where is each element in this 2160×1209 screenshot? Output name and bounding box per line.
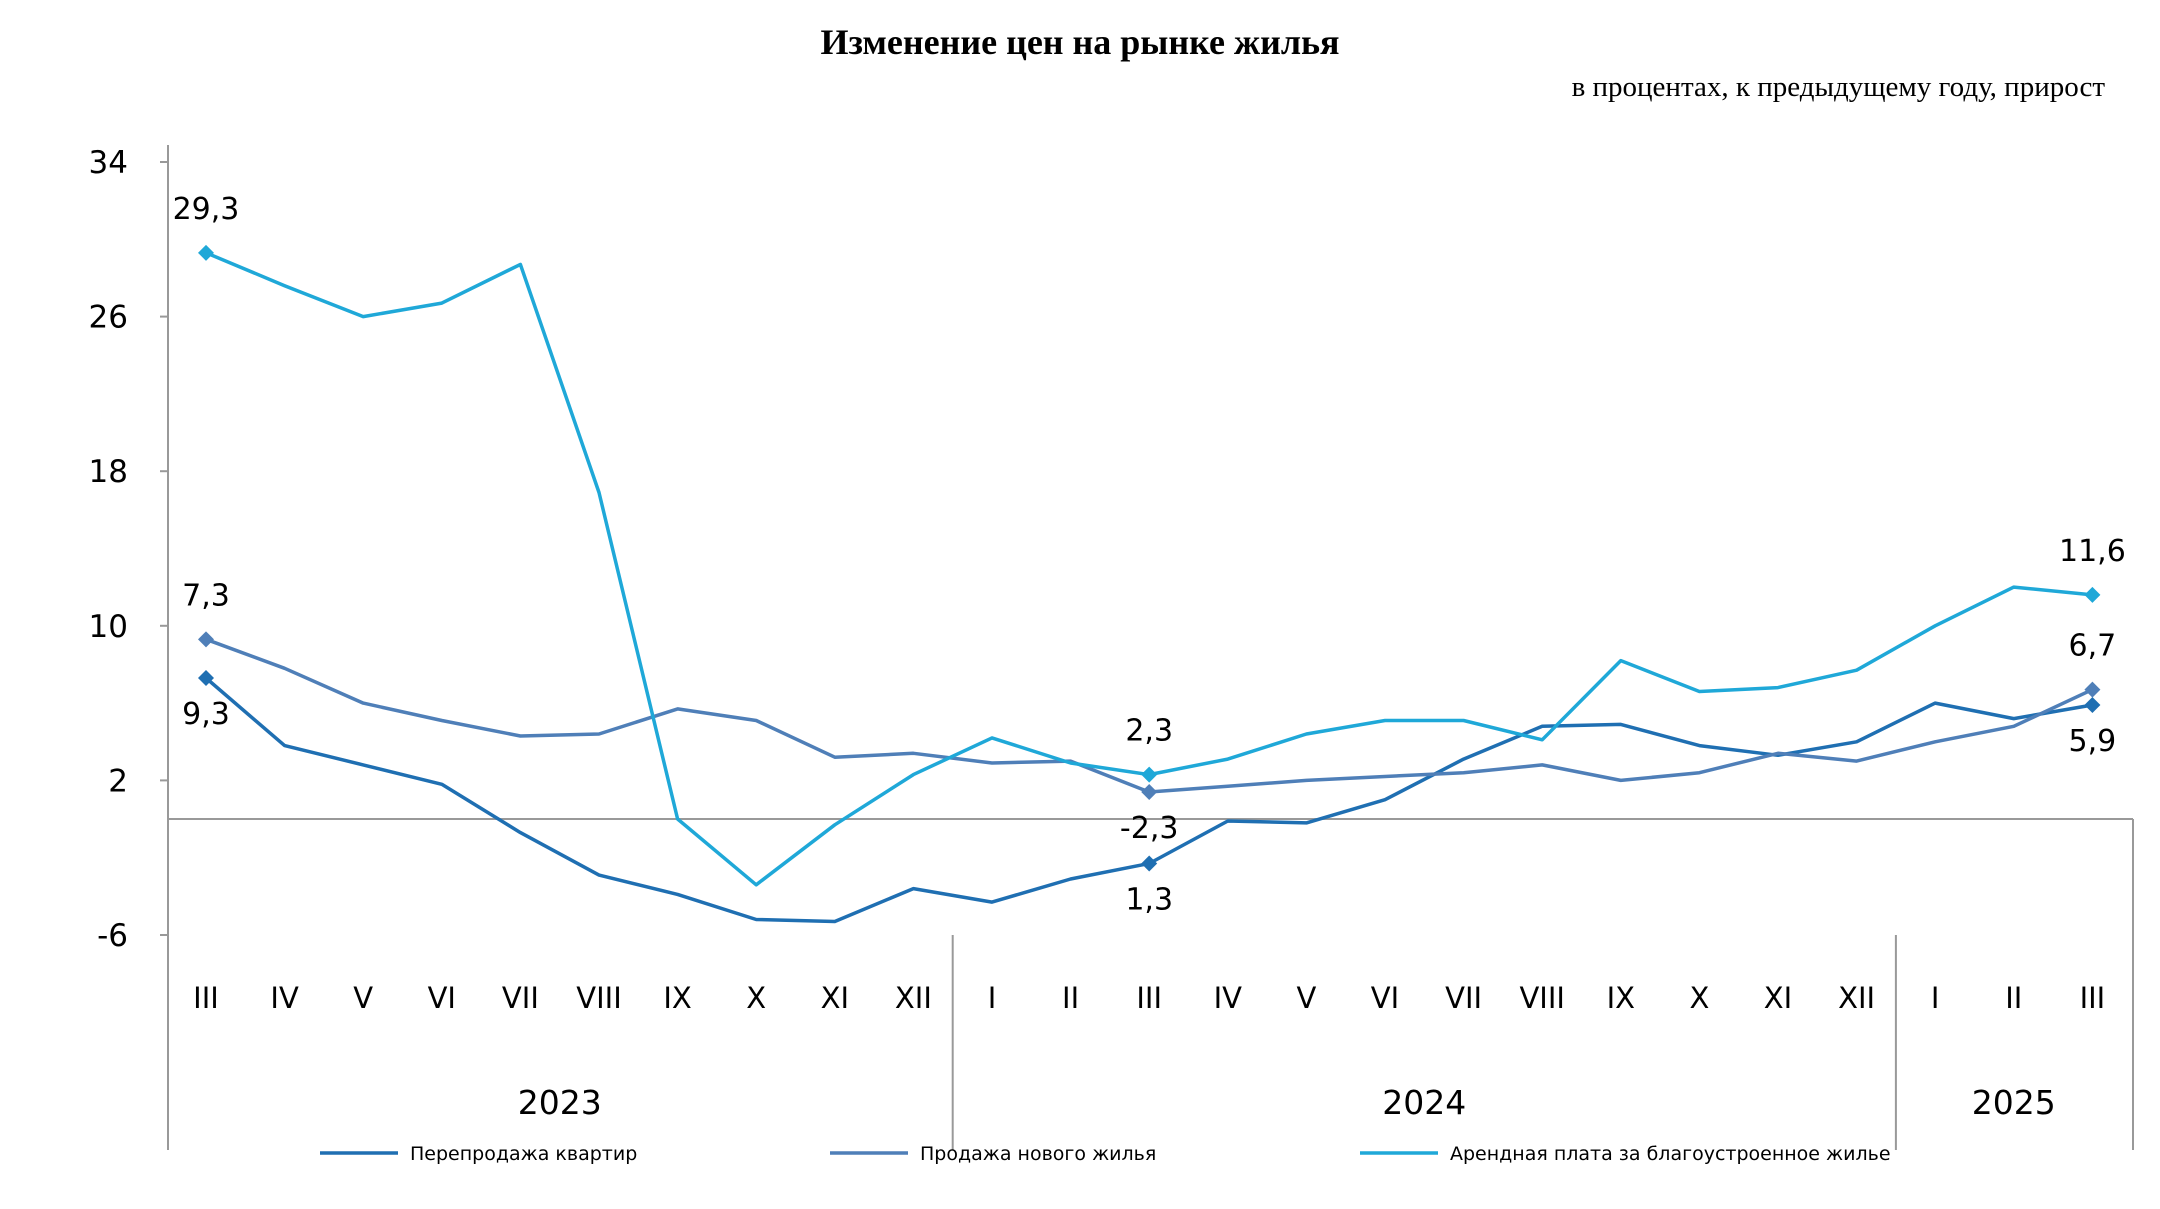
data-label: 29,3 xyxy=(173,192,240,227)
legend: Перепродажа квартир Продажа нового жилья А… xyxy=(320,1143,1891,1165)
x-tick-label: IX xyxy=(1607,981,1635,1015)
x-tick-label: I xyxy=(988,981,997,1015)
series-marker xyxy=(2084,681,2101,698)
series-marker xyxy=(198,244,214,261)
y-tick-label: 26 xyxy=(89,300,128,336)
x-tick-label: XII xyxy=(895,981,932,1015)
data-label: 5,9 xyxy=(2069,724,2117,759)
x-tick-label: III xyxy=(1136,981,1162,1015)
x-tick-label: VII xyxy=(502,981,539,1015)
series-marker xyxy=(198,631,214,648)
x-tick-label: V xyxy=(353,981,373,1015)
legend-label: Перепродажа квартир xyxy=(410,1143,637,1165)
legend-label: Арендная плата за благоустроенное жилье xyxy=(1450,1143,1891,1165)
year-label: 2024 xyxy=(1382,1083,1466,1122)
y-tick-label: -6 xyxy=(97,918,128,954)
data-labels: 9,3 1,3 5,9 7,3 -2,3 6,7 29,3 2,3 11,6 xyxy=(173,192,2126,918)
x-tick-label: IV xyxy=(270,981,299,1015)
x-tick-label: I xyxy=(1931,981,1940,1015)
x-tick-label: III xyxy=(193,981,219,1015)
data-label: 1,3 xyxy=(1125,882,1173,917)
x-tick-label: IV xyxy=(1214,981,1243,1015)
series-marker xyxy=(1141,855,1158,872)
x-tick-label: II xyxy=(2005,981,2022,1015)
data-label: 9,3 xyxy=(182,697,230,732)
x-tick-label: VIII xyxy=(1519,981,1565,1015)
chart-title: Изменение цен на рынке жилья xyxy=(820,22,1339,62)
x-tick-label: III xyxy=(2080,981,2106,1015)
series-marker xyxy=(198,669,214,686)
x-tick-label: V xyxy=(1296,981,1316,1015)
x-tick-label: X xyxy=(746,981,766,1015)
data-label: 7,3 xyxy=(182,578,230,613)
data-label: 6,7 xyxy=(2069,629,2117,664)
data-label: -2,3 xyxy=(1120,811,1179,846)
x-tick-label: XI xyxy=(1764,981,1792,1015)
year-label: 2025 xyxy=(1972,1083,2056,1122)
x-tick-label: VI xyxy=(1371,981,1399,1015)
series-marker xyxy=(1141,783,1158,800)
series-marker xyxy=(2084,697,2101,714)
series-layer xyxy=(198,244,2101,924)
y-tick-label: 34 xyxy=(89,145,128,181)
legend-label: Продажа нового жилья xyxy=(920,1143,1156,1165)
x-tick-label: X xyxy=(1689,981,1709,1015)
series-marker xyxy=(1141,766,1158,783)
x-tick-label: VII xyxy=(1445,981,1482,1015)
series-marker xyxy=(2084,586,2101,603)
x-tick-label: VIII xyxy=(576,981,622,1015)
y-tick-label: 18 xyxy=(89,454,128,490)
x-tick-label: XII xyxy=(1838,981,1875,1015)
year-label: 2023 xyxy=(518,1083,602,1122)
data-label: 2,3 xyxy=(1125,714,1173,749)
y-tick-label: 2 xyxy=(108,763,128,799)
x-tick-label: IX xyxy=(663,981,691,1015)
chart-subtitle: в процентах, к предыдущему году, прирост xyxy=(1572,71,2106,103)
x-tick-label: II xyxy=(1062,981,1079,1015)
x-tick-label: VI xyxy=(428,981,456,1015)
data-label: 11,6 xyxy=(2059,534,2126,569)
x-tick-label: XI xyxy=(821,981,849,1015)
y-tick-label: 10 xyxy=(89,609,128,645)
